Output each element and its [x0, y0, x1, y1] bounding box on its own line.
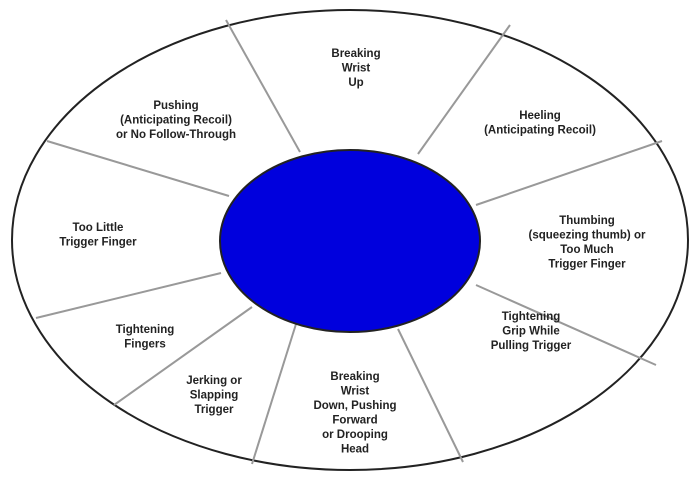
divider-line-9 [46, 140, 230, 197]
segment-label-line: Slapping [190, 390, 239, 402]
divider-line-4 [475, 284, 657, 366]
segment-label-line: Thumbing [559, 215, 615, 227]
segment-label-line: Wrist [342, 63, 371, 75]
segment-label-line: Trigger Finger [59, 237, 137, 249]
segment-label-line: Too Little [73, 222, 124, 234]
segment-label-heeling: Heeling (Anticipating Recoil) [484, 110, 596, 137]
segment-label-line: (squeezing thumb) or [529, 230, 646, 242]
divider-line-2 [417, 24, 511, 155]
segment-label-line: Forward [332, 415, 377, 427]
segment-label-too-little-trigger-finger: Too Little Trigger Finger [59, 222, 137, 249]
divider-line-3 [475, 140, 663, 206]
segment-label-line: Too Much [560, 244, 613, 256]
spokes-group [35, 19, 663, 465]
segment-label-line: or No Follow-Through [116, 129, 236, 141]
center-disc [219, 149, 481, 333]
segment-label-line: Pushing [153, 100, 198, 112]
divider-line-8 [35, 272, 222, 319]
segment-label-line: Head [341, 444, 369, 456]
segment-label-tightening-grip: Tightening Grip While Pulling Trigger [491, 311, 572, 352]
segment-label-line: Up [348, 77, 363, 89]
segment-label-breaking-wrist-down: Breaking Wrist Down, Pushing Forward or Droo… [313, 371, 396, 456]
segment-label-pushing: Pushing (Anticipating Recoil) or No Follow… [116, 100, 236, 141]
segment-label-line: Breaking [331, 48, 380, 60]
segment-label-line: Trigger [195, 404, 235, 416]
labels-group: Breaking Wrist Up Heeling (Anticipating Reco… [59, 48, 646, 456]
segment-label-line: Tightening [116, 324, 175, 336]
segment-label-line: Breaking [330, 371, 379, 383]
segment-label-line: Wrist [341, 386, 370, 398]
segment-label-line: Fingers [124, 339, 166, 351]
segment-label-jerking: Jerking or Slapping Trigger [186, 375, 242, 416]
segment-label-line: Trigger Finger [548, 259, 626, 271]
divider-line-6 [251, 323, 297, 465]
segment-label-line: Grip While [502, 326, 560, 338]
divider-line-5 [397, 328, 464, 463]
segment-label-line: Jerking or [186, 375, 242, 387]
segment-label-line: Tightening [502, 311, 561, 323]
segment-label-line: Heeling [519, 110, 561, 122]
segment-label-line: (Anticipating Recoil) [120, 115, 232, 127]
segment-label-line: Pulling Trigger [491, 340, 572, 352]
segment-label-tightening-fingers: Tightening Fingers [116, 324, 175, 351]
segment-label-line: Down, Pushing [313, 400, 396, 412]
segment-label-thumbing: Thumbing (squeezing thumb) or Too Much Trig… [529, 215, 646, 271]
segment-label-line: or Drooping [322, 429, 388, 441]
segment-label-breaking-wrist-up: Breaking Wrist Up [331, 48, 380, 89]
segment-label-line: (Anticipating Recoil) [484, 125, 596, 137]
divider-line-7 [113, 306, 253, 406]
divider-line-1 [225, 19, 301, 153]
